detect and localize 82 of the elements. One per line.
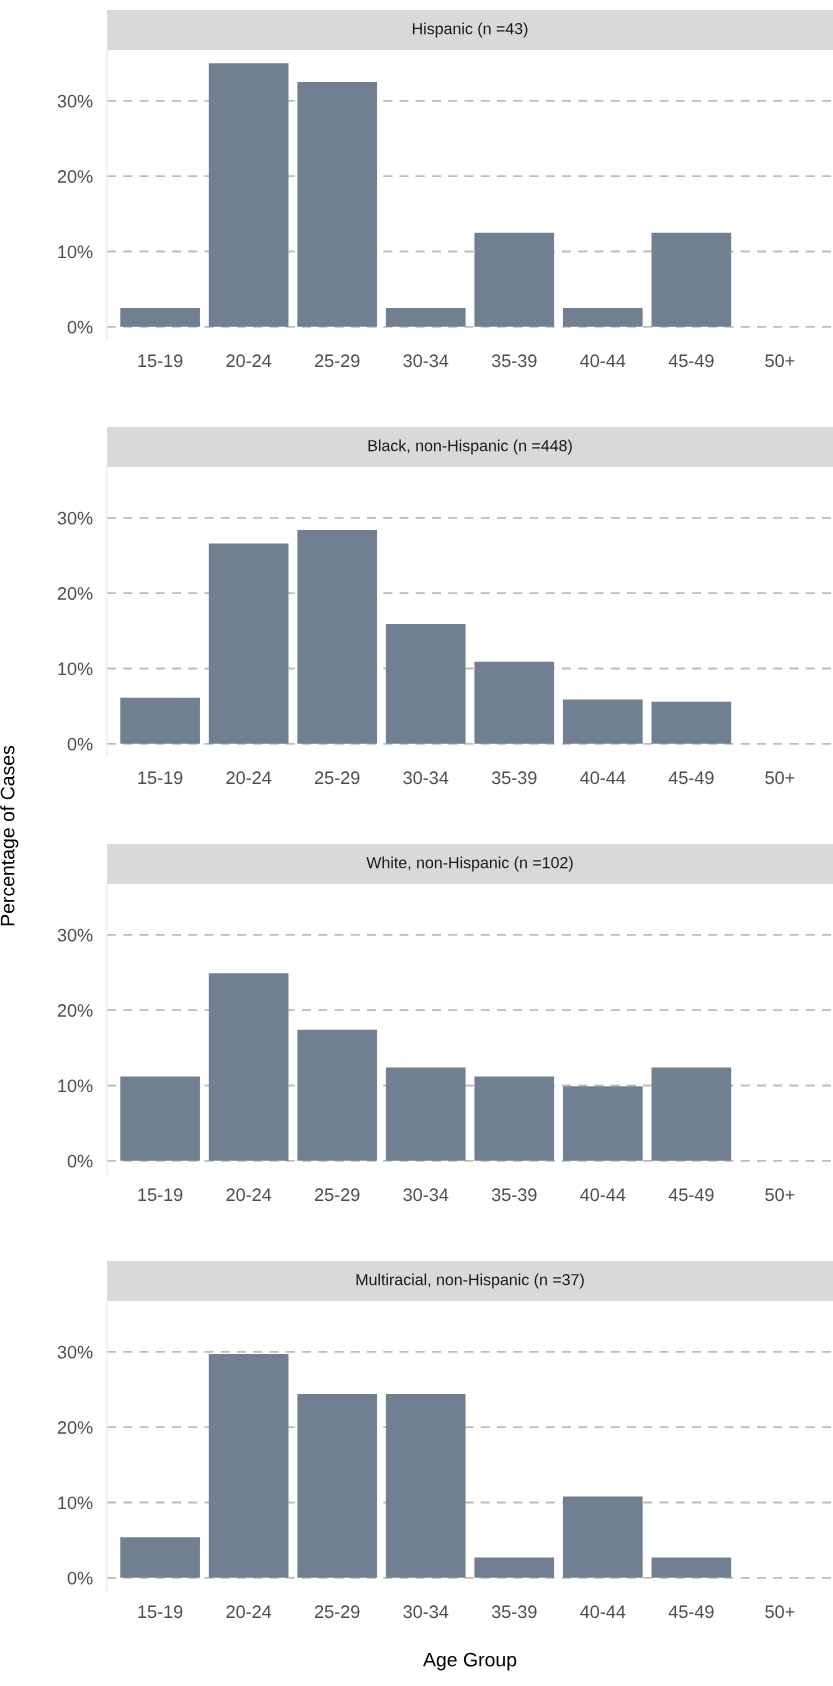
x-axis-title: Age Group — [423, 1652, 517, 1671]
x-tick-label: 20-24 — [226, 1188, 272, 1202]
chart-title: Hispanic (n =43) — [412, 22, 528, 38]
bar — [651, 1067, 732, 1161]
bar — [208, 543, 289, 744]
x-tick-label: 25-29 — [315, 354, 360, 368]
bar — [562, 699, 643, 744]
y-tick-label: 0% — [67, 1571, 93, 1585]
bar — [120, 1537, 200, 1578]
y-tick-label: 20% — [57, 1421, 93, 1434]
x-tick-label: 25-29 — [315, 771, 360, 785]
bar — [120, 697, 200, 744]
x-tick-label: 35-39 — [491, 1605, 537, 1619]
y-tick-label: 30% — [57, 928, 93, 942]
bar — [120, 307, 200, 327]
y-tick-label: 10% — [58, 1496, 93, 1510]
bar — [651, 232, 732, 327]
x-tick-label: 20-24 — [226, 354, 272, 368]
y-tick-label: 0% — [67, 737, 93, 751]
chart-title: White, non-Hispanic (n =102) — [366, 856, 573, 872]
bar — [120, 1076, 200, 1161]
x-tick-label: 45-49 — [668, 1605, 714, 1619]
bar — [297, 1394, 378, 1578]
x-tick-label: 35-39 — [491, 354, 537, 368]
bar — [474, 1076, 555, 1161]
bar — [474, 232, 555, 327]
x-tick-label: 45-49 — [668, 771, 714, 785]
x-tick-label: 20-24 — [226, 1605, 272, 1619]
x-tick-label: 30-34 — [403, 1188, 449, 1202]
x-tick-label: 50+ — [765, 1605, 795, 1619]
bar — [297, 82, 378, 327]
y-tick-label: 30% — [57, 94, 93, 108]
x-tick-label: 15-19 — [138, 1605, 183, 1619]
y-tick-label: 0% — [67, 320, 93, 334]
bar — [208, 63, 289, 327]
bar — [562, 1496, 643, 1578]
x-tick-label: 30-34 — [403, 354, 449, 368]
x-tick-label: 40-44 — [580, 354, 626, 368]
y-tick-label: 20% — [57, 587, 93, 600]
bar — [474, 1557, 555, 1578]
x-tick-label: 20-24 — [226, 771, 272, 785]
bar — [208, 1354, 289, 1578]
x-tick-label: 40-44 — [580, 771, 626, 785]
bar — [385, 624, 466, 744]
y-tick-label: 30% — [57, 511, 93, 525]
x-tick-label: 15-19 — [138, 354, 183, 368]
x-tick-label: 15-19 — [138, 771, 183, 785]
bar — [297, 1029, 378, 1161]
x-tick-label: 45-49 — [668, 1188, 714, 1202]
x-tick-label: 40-44 — [580, 1605, 626, 1619]
x-tick-label: 35-39 — [491, 1188, 537, 1202]
x-tick-label: 35-39 — [491, 771, 537, 785]
bar — [385, 1067, 466, 1161]
x-tick-label: 50+ — [765, 1188, 795, 1202]
x-tick-label: 15-19 — [138, 1188, 183, 1202]
x-tick-label: 50+ — [765, 771, 795, 785]
bar — [385, 307, 466, 327]
y-axis-title: Percentage of Cases — [0, 745, 19, 926]
bar — [562, 307, 643, 327]
y-tick-label: 20% — [57, 1004, 93, 1017]
bar — [385, 1394, 466, 1578]
bar — [651, 1557, 732, 1578]
chart-title: Multiracial, non-Hispanic (n =37) — [356, 1273, 584, 1289]
x-tick-label: 25-29 — [315, 1605, 360, 1619]
y-tick-label: 10% — [58, 245, 93, 259]
bar — [297, 529, 378, 744]
bar — [474, 661, 555, 744]
x-tick-label: 30-34 — [403, 1605, 449, 1619]
y-tick-label: 0% — [67, 1154, 93, 1168]
chart-title: Black, non-Hispanic (n =448) — [368, 439, 572, 455]
x-tick-label: 40-44 — [580, 1188, 626, 1202]
y-tick-label: 10% — [58, 1079, 93, 1093]
x-tick-label: 45-49 — [668, 354, 714, 368]
x-tick-label: 50+ — [765, 354, 795, 368]
x-tick-label: 30-34 — [403, 771, 449, 785]
y-tick-label: 30% — [57, 1345, 93, 1359]
y-tick-label: 20% — [57, 170, 93, 183]
y-tick-label: 10% — [58, 662, 93, 676]
x-tick-label: 25-29 — [315, 1188, 360, 1202]
bar — [562, 1086, 643, 1161]
bar — [651, 701, 732, 744]
bar — [208, 973, 289, 1161]
